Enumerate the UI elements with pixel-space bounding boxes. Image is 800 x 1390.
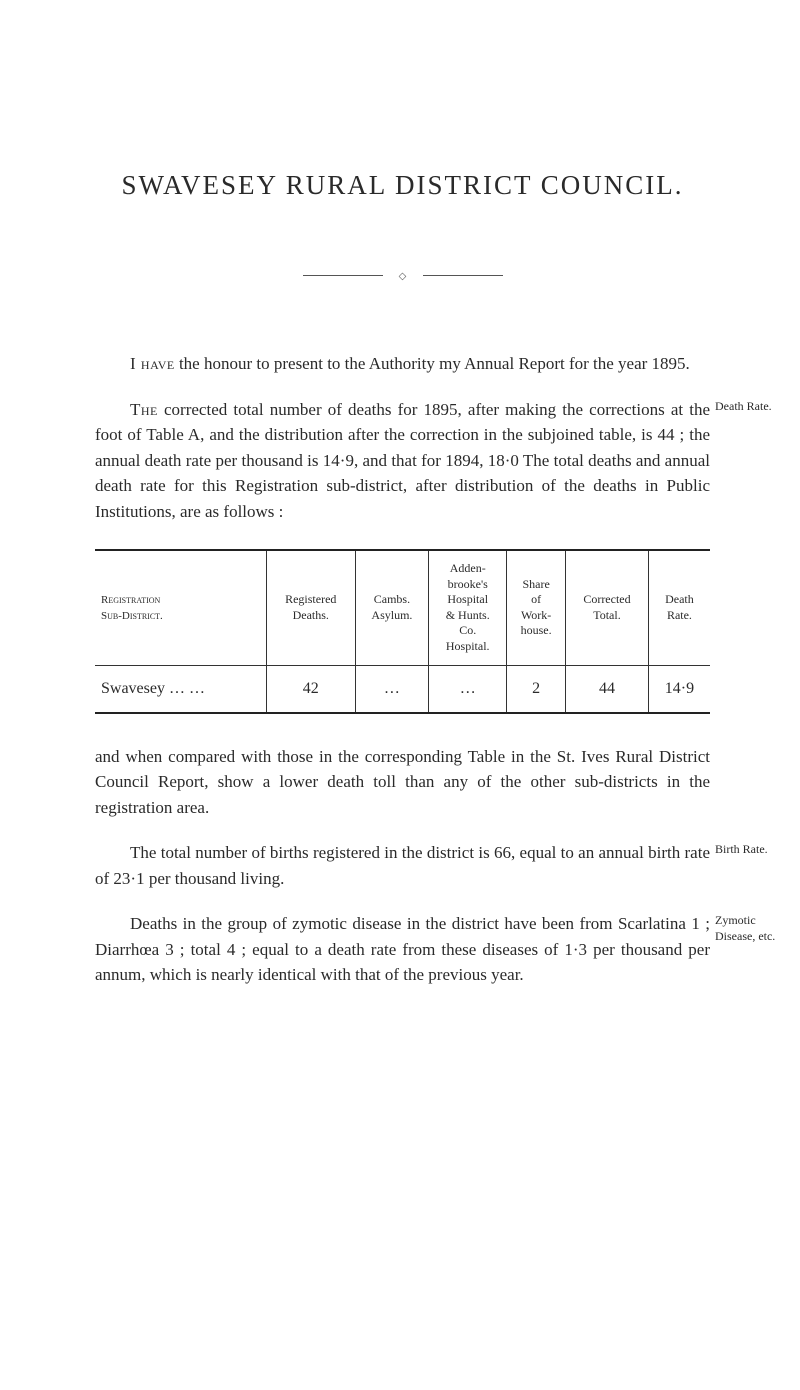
deaths-table: Registration Sub-District. Registered De… <box>95 549 710 714</box>
cell-hospital: … <box>429 665 507 713</box>
zymotic-paragraph: Zymotic Disease, etc. Deaths in the grou… <box>95 911 710 988</box>
cell-workhouse: 2 <box>507 665 566 713</box>
col-death-rate: Death Rate. <box>648 550 710 665</box>
intro-paragraph: I have the honour to present to the Auth… <box>95 351 710 377</box>
margin-note-death-rate: Death Rate. <box>715 399 785 415</box>
para5-text: Deaths in the group of zymotic disease i… <box>95 914 710 984</box>
margin-note-zymotic: Zymotic Disease, etc. <box>715 913 785 944</box>
page-title: SWAVESEY RURAL DISTRICT COUNCIL. <box>95 170 710 201</box>
cell-corrected: 44 <box>566 665 649 713</box>
table-row: Swavesey … … 42 … … 2 44 14·9 <box>95 665 710 713</box>
para1-lead: I have <box>130 354 175 373</box>
comparison-paragraph: and when compared with those in the corr… <box>95 744 710 821</box>
cell-rate: 14·9 <box>648 665 710 713</box>
deaths-table-wrap: Registration Sub-District. Registered De… <box>95 549 710 714</box>
ornament-rule: ◇ <box>303 271 503 281</box>
cell-label: Swavesey … … <box>95 665 266 713</box>
col-registered-deaths: Registered Deaths. <box>266 550 355 665</box>
col-workhouse: Share of Work- house. <box>507 550 566 665</box>
death-rate-paragraph: Death Rate. The corrected total number o… <box>95 397 710 525</box>
para2-rest: corrected total number of deaths for 189… <box>95 400 710 521</box>
col-cambs-asylum: Cambs. Asylum. <box>355 550 429 665</box>
table-header-row: Registration Sub-District. Registered De… <box>95 550 710 665</box>
cell-asylum: … <box>355 665 429 713</box>
diamond-icon: ◇ <box>399 271 407 282</box>
cell-registered: 42 <box>266 665 355 713</box>
col-corrected-total: Corrected Total. <box>566 550 649 665</box>
document-page: SWAVESEY RURAL DISTRICT COUNCIL. ◇ I hav… <box>0 0 800 1108</box>
para1-rest: the honour to present to the Authority m… <box>175 354 690 373</box>
col-hospital: Adden- brooke's Hospital & Hunts. Co. Ho… <box>429 550 507 665</box>
col-registration: Registration Sub-District. <box>95 550 266 665</box>
para4-text: The total number of births registered in… <box>95 843 710 888</box>
para2-lead: The <box>130 400 158 419</box>
margin-note-birth-rate: Birth Rate. <box>715 842 785 858</box>
birth-rate-paragraph: Birth Rate. The total number of births r… <box>95 840 710 891</box>
